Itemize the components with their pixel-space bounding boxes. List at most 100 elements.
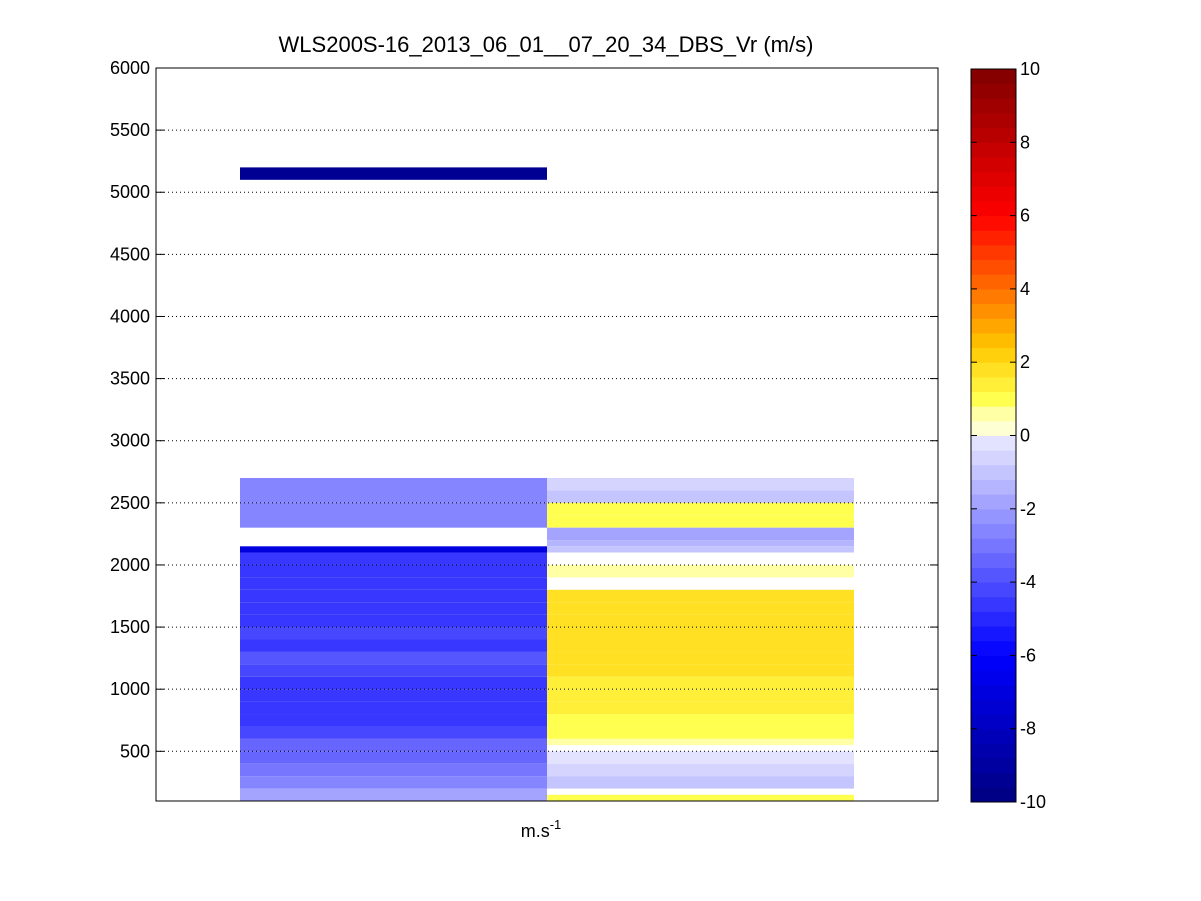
colorbar-tick-label--10: -10 — [1020, 792, 1046, 812]
y-tick-label-1000: 1000 — [110, 679, 150, 699]
heatmap-cell-col2-23 — [547, 776, 854, 789]
colorbar-level-21 — [971, 479, 1016, 495]
colorbar-level-33 — [971, 303, 1016, 319]
heatmap-cell-col2-17 — [547, 701, 854, 715]
x-axis-label-exponent: -1 — [550, 817, 562, 832]
heatmap-cell-col1-16 — [240, 701, 547, 715]
heatmap-cell-col2-12 — [547, 639, 854, 652]
y-axis: 500 1000 1500 2000 2500 3000 3500 4000 4500 5000 5… — [110, 58, 938, 761]
colorbar-level-5 — [971, 714, 1016, 730]
y-tick-label-4500: 4500 — [110, 244, 150, 264]
heatmap-cell-col1-4 — [240, 552, 547, 565]
colorbar-level-49 — [971, 69, 1016, 85]
colorbar-level-31 — [971, 332, 1016, 349]
heatmap-cell-col2-16 — [547, 689, 854, 702]
heatmap-cell-col2-9 — [547, 602, 854, 615]
heatmap-cell-col2-7 — [547, 564, 854, 578]
heatmap-cell-col1-15 — [240, 689, 547, 702]
colorbar-tick-label-10: 10 — [1020, 59, 1040, 79]
heatmap-cell-col1-14 — [240, 676, 547, 690]
colorbar-level-11 — [971, 626, 1016, 642]
heatmap-cell-col1-11 — [240, 639, 547, 652]
heatmap-cell-col1-22 — [240, 776, 547, 789]
colorbar-level-8 — [971, 670, 1016, 686]
colorbar-level-47 — [971, 98, 1016, 114]
heatmap-cell-col1-19 — [240, 738, 547, 752]
colorbar-level-32 — [971, 318, 1016, 334]
colorbar-level-13 — [971, 596, 1016, 612]
colorbar-level-15 — [971, 567, 1016, 583]
colorbar-level-19 — [971, 508, 1016, 524]
heatmap-cell-col1-7 — [240, 589, 547, 603]
heatmap-cell-col2-4 — [547, 527, 854, 541]
heatmap-cell-col1-18 — [240, 726, 547, 739]
heatmap-cell-col2-1 — [547, 490, 854, 503]
colorbar-level-23 — [971, 450, 1016, 466]
colorbar-level-41 — [971, 186, 1016, 202]
heatmap-cell-col2-18 — [547, 714, 854, 727]
colorbar-level-39 — [971, 215, 1016, 231]
heatmap-cell-col1-3 — [240, 546, 547, 553]
colorbar-level-37 — [971, 244, 1016, 261]
colorbar-level-38 — [971, 230, 1016, 246]
y-tick-label-3000: 3000 — [110, 431, 150, 451]
colorbar-level-14 — [971, 582, 1016, 598]
colorbar-level-18 — [971, 523, 1016, 539]
colorbar-tick-label-2: 2 — [1020, 352, 1030, 372]
heatmap-cell-col2-14 — [547, 664, 854, 677]
colorbar-level-27 — [971, 391, 1016, 407]
heatmap-cell-col1-5 — [240, 564, 547, 578]
colorbar-level-24 — [971, 435, 1016, 451]
colorbar-level-2 — [971, 758, 1016, 774]
colorbar-axis: -10 -8 -6 -4 -2 0 2 4 6 8 10 — [971, 59, 1046, 812]
colorbar-level-1 — [971, 772, 1016, 788]
heatmap-cell-col2-0 — [547, 477, 854, 491]
colorbar-level-7 — [971, 684, 1016, 700]
heatmap-cell-col2-20 — [547, 738, 854, 746]
y-tick-label-1500: 1500 — [110, 617, 150, 637]
heatmap-cell-col2-21 — [547, 751, 854, 764]
heatmap-cell-col1-2 — [240, 502, 547, 528]
colorbar-level-9 — [971, 655, 1016, 671]
heatmap-cell-col1-13 — [240, 664, 547, 677]
y-tick-label-6000: 6000 — [110, 58, 150, 78]
heatmap-cell-col2-6 — [547, 546, 854, 553]
y-tick-label-2500: 2500 — [110, 493, 150, 513]
colorbar-level-45 — [971, 127, 1016, 143]
colorbar-level-25 — [971, 420, 1016, 436]
y-tick-label-5500: 5500 — [110, 120, 150, 140]
colorbar-level-34 — [971, 288, 1016, 305]
colorbar-level-3 — [971, 743, 1016, 759]
colorbar-level-0 — [971, 787, 1016, 803]
colorbar-level-29 — [971, 362, 1016, 378]
colorbar-level-48 — [971, 83, 1016, 99]
colorbar-level-16 — [971, 552, 1016, 568]
colorbar-tick-label--8: -8 — [1020, 719, 1036, 739]
colorbar-level-35 — [971, 274, 1016, 290]
heatmap-cell-col1-17 — [240, 714, 547, 727]
colorbar-tick-label-0: 0 — [1020, 426, 1030, 446]
colorbar-level-43 — [971, 156, 1016, 173]
heatmap-cell-col2-11 — [547, 627, 854, 640]
colorbar-level-44 — [971, 142, 1016, 158]
y-tick-label-500: 500 — [120, 741, 150, 761]
colorbar-tick-label-8: 8 — [1020, 132, 1030, 152]
colorbar-level-22 — [971, 464, 1016, 480]
y-tick-label-5000: 5000 — [110, 182, 150, 202]
colorbar-tick-label--4: -4 — [1020, 572, 1036, 592]
y-tick-label-3500: 3500 — [110, 369, 150, 389]
heatmap-cell-col2-10 — [547, 614, 854, 628]
heatmap-cell-col2-24 — [547, 794, 854, 801]
colorbar-tick-label-4: 4 — [1020, 279, 1030, 299]
heatmap-cell-col1-1 — [240, 477, 547, 503]
plot-frame — [155, 67, 939, 802]
heatmap-cell-col2-15 — [547, 676, 854, 690]
y-tick-label-4000: 4000 — [110, 306, 150, 326]
heatmap-cell-col2-19 — [547, 726, 854, 739]
x-axis-label-text: m.s — [521, 821, 550, 841]
heatmap-cell-col1-9 — [240, 614, 547, 628]
colorbar-level-6 — [971, 699, 1016, 715]
heatmap-cell-col1-20 — [240, 751, 547, 764]
colorbar-level-46 — [971, 112, 1016, 129]
